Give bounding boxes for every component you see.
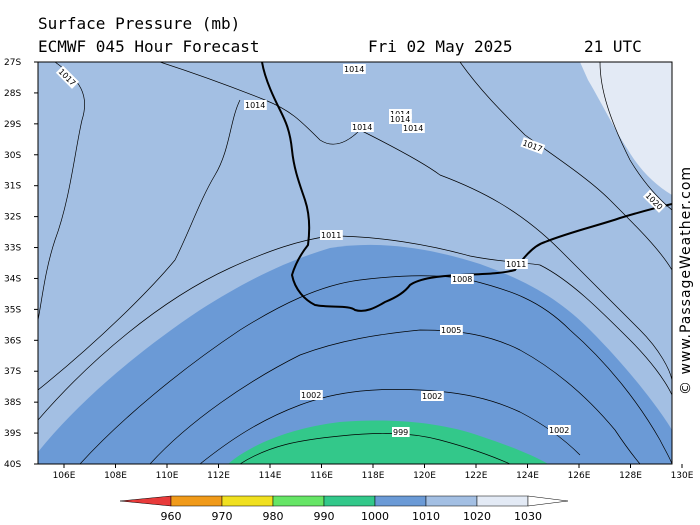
legend-label: 1030 xyxy=(514,510,542,523)
map-frame xyxy=(37,61,673,465)
svg-text:1005: 1005 xyxy=(441,326,461,335)
forecast-time: 21 UTC xyxy=(584,37,642,56)
lat-label: 40S xyxy=(4,460,21,470)
isobar-1011 xyxy=(38,235,672,421)
svg-text:1002: 1002 xyxy=(422,392,442,401)
lat-label: 27S xyxy=(4,58,21,68)
isobar-label: 1005 xyxy=(440,325,463,335)
legend-swatch xyxy=(476,495,529,507)
legend-label: 1010 xyxy=(412,510,440,523)
svg-text:1014: 1014 xyxy=(390,115,410,124)
pressure-band-990 xyxy=(228,420,548,464)
lat-label: 32S xyxy=(4,213,21,223)
pressure-legend: 960 970 980 990 1000 1010 1020 1030 xyxy=(119,495,569,523)
lat-label: 30S xyxy=(4,151,21,161)
forecast-subtitle: ECMWF 045 Hour Forecast xyxy=(38,37,260,56)
lat-label: 39S xyxy=(4,429,21,439)
legend-swatch xyxy=(221,495,274,507)
legend-arrow-low xyxy=(119,495,172,507)
legend-label: 1020 xyxy=(463,510,491,523)
svg-text:1014: 1014 xyxy=(352,123,372,132)
isobar-label: 1011 xyxy=(320,230,343,240)
legend-swatch xyxy=(374,495,427,507)
lat-label: 33S xyxy=(4,244,21,254)
svg-text:1008: 1008 xyxy=(452,275,472,284)
isobar-label: 1014 xyxy=(244,100,267,110)
site-credit: © www.PassageWeather.com xyxy=(678,165,694,395)
lat-label: 35S xyxy=(4,305,21,315)
isobar-1017-west xyxy=(38,62,86,321)
isobar-1002 xyxy=(199,389,581,464)
svg-text:1011: 1011 xyxy=(506,260,526,269)
lat-label: 38S xyxy=(4,398,21,408)
legend-label: 990 xyxy=(314,510,335,523)
legend-swatch xyxy=(170,495,223,507)
lon-label: 110E xyxy=(156,471,179,481)
lat-label: 28S xyxy=(4,89,21,99)
legend-label: 970 xyxy=(212,510,233,523)
lon-label: 116E xyxy=(310,471,333,481)
isobar-1008 xyxy=(79,275,672,464)
isobar-label: 1002 xyxy=(548,425,571,435)
isobar-label: 1002 xyxy=(300,390,323,400)
lat-label: 36S xyxy=(4,336,21,346)
lon-label: 130E xyxy=(671,471,694,481)
svg-text:1014: 1014 xyxy=(245,101,265,110)
lon-label: 106E xyxy=(53,471,76,481)
isobar-label: 1011 xyxy=(505,259,528,269)
isobar-999 xyxy=(239,433,511,464)
lat-label: 29S xyxy=(4,120,21,130)
lon-label: 126E xyxy=(568,471,591,481)
lon-label: 114E xyxy=(259,471,282,481)
lon-label: 128E xyxy=(619,471,642,481)
coastline xyxy=(261,62,672,312)
legend-swatch xyxy=(425,495,478,507)
latitude-axis: 27S 28S 29S 30S 31S 32S 33S 34S 35S 36S 37S 38S 39S 4… xyxy=(4,58,38,470)
longitude-axis: 106E 108E 110E 112E 114E 116E 118E 120E 122E 124E… xyxy=(53,464,694,481)
isobar-label: 1014 xyxy=(351,122,374,132)
legend-label: 980 xyxy=(263,510,284,523)
lon-label: 124E xyxy=(516,471,539,481)
legend-swatch xyxy=(323,495,376,507)
legend-swatch xyxy=(272,495,325,507)
lat-label: 34S xyxy=(4,274,21,284)
svg-text:1014: 1014 xyxy=(344,65,364,74)
pressure-band-1020 xyxy=(580,62,672,195)
forecast-date: Fri 02 May 2025 xyxy=(368,37,513,56)
legend-label: 1000 xyxy=(361,510,389,523)
lat-label: 31S xyxy=(4,182,21,192)
lon-label: 120E xyxy=(413,471,436,481)
legend-arrow-high xyxy=(527,495,569,507)
isobar-label: 1014 xyxy=(389,114,412,124)
lon-label: 118E xyxy=(362,471,385,481)
lon-label: 108E xyxy=(104,471,127,481)
isobar-1017-east xyxy=(459,62,672,271)
lon-label: 112E xyxy=(207,471,230,481)
svg-text:1014: 1014 xyxy=(403,124,423,133)
isobar-label: 1008 xyxy=(451,274,474,284)
isobar-label: 1002 xyxy=(421,391,444,401)
svg-text:999: 999 xyxy=(393,428,408,437)
svg-text:1002: 1002 xyxy=(549,426,569,435)
isobar-label: 1014 xyxy=(402,123,425,133)
isobar-1014-west xyxy=(38,99,241,391)
svg-text:1011: 1011 xyxy=(321,231,341,240)
map-title: Surface Pressure (mb) xyxy=(38,14,241,33)
isobar-label: 999 xyxy=(392,427,410,437)
lat-label: 37S xyxy=(4,367,21,377)
svg-text:1002: 1002 xyxy=(301,391,321,400)
lon-label: 122E xyxy=(465,471,488,481)
isobar-label: 1014 xyxy=(343,64,366,74)
isobar-1020 xyxy=(599,62,672,211)
legend-label: 960 xyxy=(161,510,182,523)
